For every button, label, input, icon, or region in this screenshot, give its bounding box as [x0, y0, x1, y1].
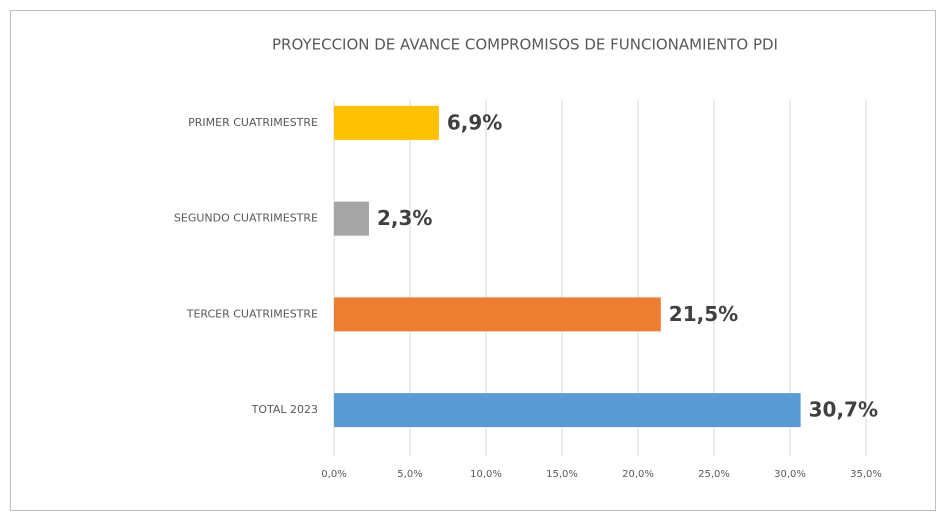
bar	[334, 201, 369, 236]
x-tick-label: 30,0%	[774, 469, 806, 480]
x-tick-label: 20,0%	[622, 469, 654, 480]
data-label: 21,5%	[669, 302, 738, 326]
x-tick-label: 15,0%	[546, 469, 578, 480]
data-label: 2,3%	[377, 206, 432, 230]
x-tick-label: 5,0%	[397, 469, 422, 480]
y-tick-label: PRIMER CUATRIMESTRE	[188, 116, 318, 129]
y-tick-label: SEGUNDO CUATRIMESTRE	[174, 212, 318, 225]
y-tick-label: TOTAL 2023	[251, 403, 318, 416]
x-tick-label: 35,0%	[850, 469, 882, 480]
chart-frame	[10, 10, 936, 511]
x-tick-label: 0,0%	[321, 469, 346, 480]
data-label: 30,7%	[809, 398, 878, 422]
bar	[334, 105, 439, 140]
bar	[334, 393, 801, 428]
data-label: 6,9%	[447, 110, 502, 134]
bar	[334, 297, 661, 332]
chart-title: PROYECCION DE AVANCE COMPROMISOS DE FUNC…	[272, 36, 778, 54]
y-tick-label: TERCER CUATRIMESTRE	[186, 307, 318, 320]
x-tick-label: 25,0%	[698, 469, 730, 480]
x-tick-label: 10,0%	[470, 469, 502, 480]
